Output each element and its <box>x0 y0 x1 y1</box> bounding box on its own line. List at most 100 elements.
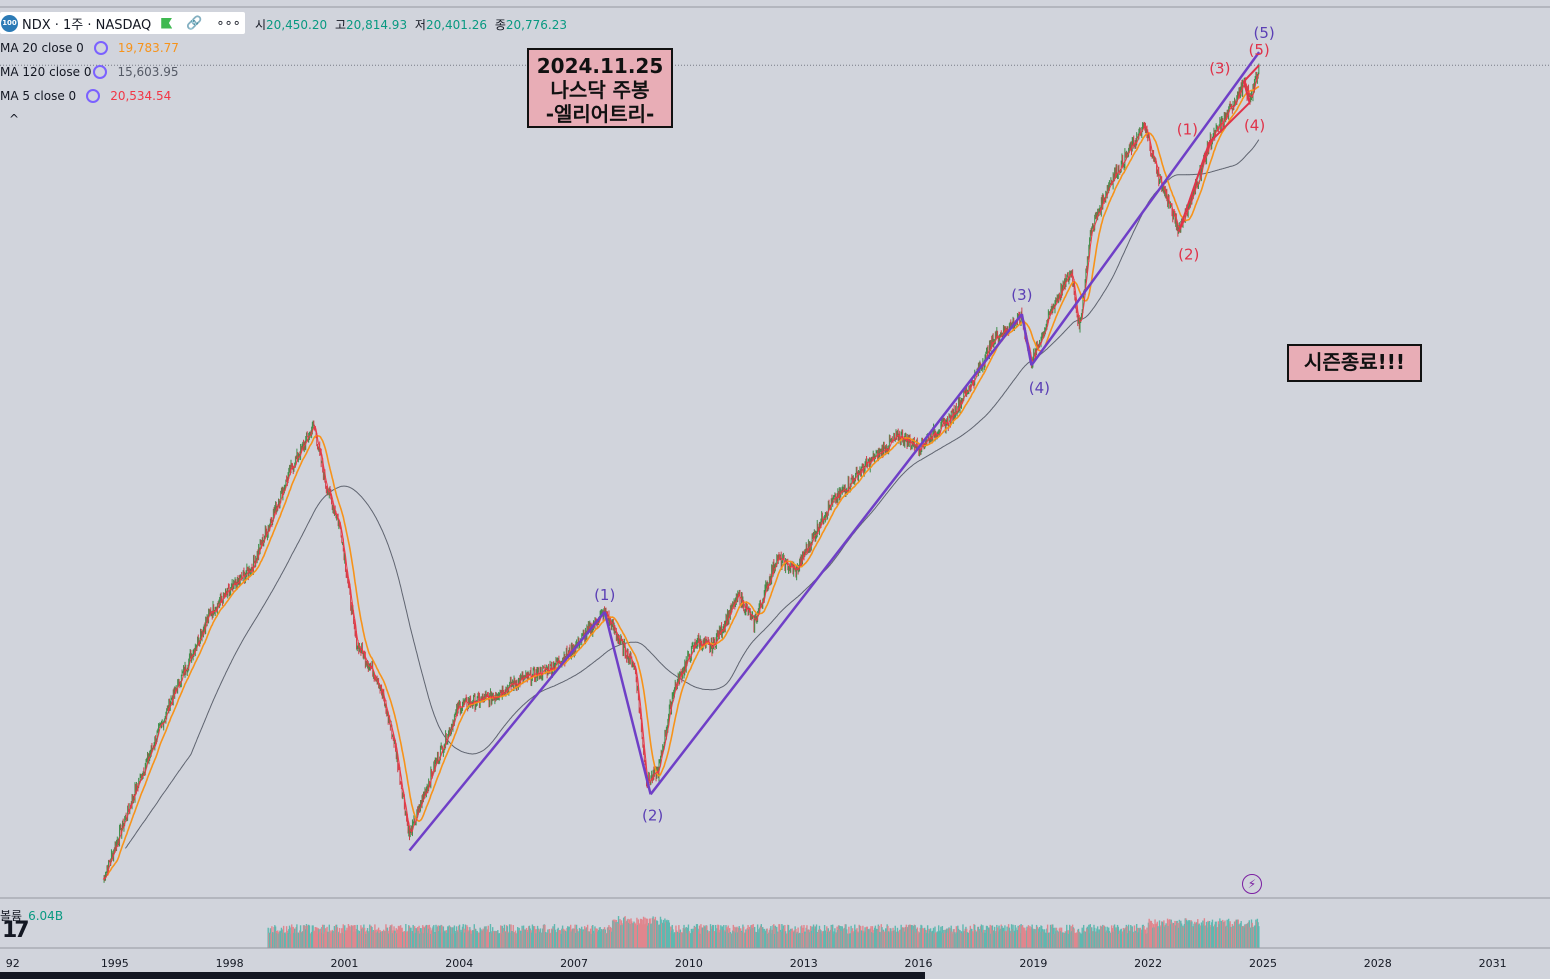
volume-bar <box>627 918 629 948</box>
volume-bar <box>1015 931 1018 948</box>
volume-bar <box>815 926 817 948</box>
indicator-value: 15,603.95 <box>117 65 179 79</box>
volume-bar <box>897 933 899 948</box>
volume-bar <box>1028 927 1030 948</box>
volume-bar <box>937 925 940 948</box>
volume-bar <box>436 926 439 948</box>
volume-bar <box>880 924 882 948</box>
indicator-ma20[interactable]: MA 20 close 0 19,783.77 <box>0 41 179 55</box>
volume-bar <box>313 931 316 948</box>
annotation-season-end[interactable]: 시즌종료!!! <box>1287 344 1422 382</box>
link-icon[interactable]: 🔗 <box>186 15 203 31</box>
volume-bar <box>456 930 459 948</box>
high-label: 고 <box>334 18 346 32</box>
volume-bar <box>1072 927 1075 948</box>
volume-bar <box>355 928 358 948</box>
volume-bar <box>295 927 297 948</box>
volume-bar <box>638 924 640 948</box>
lightning-icon[interactable]: ⚡ <box>1242 874 1262 894</box>
volume-bar <box>730 933 732 948</box>
volume-bar <box>1119 930 1121 948</box>
volume-bar <box>731 933 733 948</box>
volume-bar <box>910 925 913 948</box>
indicator-ma120[interactable]: MA 120 close 0 15,603.95 <box>0 65 179 79</box>
volume-bar <box>422 933 425 948</box>
refresh-icon[interactable] <box>93 41 108 55</box>
volume-bar <box>283 932 286 948</box>
indicator-ma5[interactable]: MA 5 close 0 20,534.54 <box>0 89 171 103</box>
volume-bar <box>1014 925 1016 948</box>
volume-bar <box>884 928 887 948</box>
volume-bar <box>1079 932 1081 948</box>
volume-bar <box>1048 932 1050 948</box>
annotation-title-box[interactable]: 2024.11.25 나스닥 주봉 -엘리어트리- <box>527 48 673 128</box>
volume-bar <box>1257 922 1259 948</box>
refresh-icon[interactable] <box>86 89 101 103</box>
symbol-legend[interactable]: 100 NDX · 1주 · NASDAQ 🔗 ∘∘∘ <box>0 12 245 34</box>
volume-bar <box>1227 927 1229 948</box>
flag-icon[interactable] <box>161 17 173 29</box>
volume-bar <box>753 926 756 948</box>
volume-bar <box>328 924 330 948</box>
volume-bar <box>734 932 737 948</box>
volume-bar <box>402 932 404 948</box>
volume-bar <box>563 930 565 948</box>
volume-bar <box>1237 919 1239 948</box>
volume-bar <box>311 925 314 948</box>
volume-bar <box>692 928 694 948</box>
volume-bar <box>291 930 294 948</box>
volume-bar <box>797 927 799 948</box>
volume-bar <box>703 926 706 948</box>
volume-bar <box>278 932 280 948</box>
volume-bar <box>768 930 771 948</box>
volume-bar <box>411 931 414 948</box>
symbol-title[interactable]: NDX · 1주 · NASDAQ <box>22 17 152 33</box>
collapse-indicators-button[interactable]: ^ <box>9 112 20 126</box>
volume-bar <box>474 928 476 948</box>
volume-bar <box>1091 931 1094 948</box>
volume-bar <box>637 919 640 948</box>
volume-bar <box>790 928 792 948</box>
volume-bar <box>318 929 320 948</box>
volume-bar <box>466 926 469 948</box>
volume-bar <box>1229 921 1231 948</box>
volume-bar <box>464 924 467 948</box>
volume-bar <box>391 933 394 948</box>
volume-bar <box>949 931 952 948</box>
volume-bar <box>1241 926 1244 948</box>
volume-bar <box>919 927 921 948</box>
more-icon[interactable]: ∘∘∘ <box>216 15 241 31</box>
volume-bar <box>398 927 400 948</box>
volume-bar <box>438 925 441 948</box>
volume-bar <box>1253 925 1256 948</box>
volume-bar <box>1196 921 1198 948</box>
volume-bar <box>289 933 291 948</box>
volume-bar <box>406 931 408 948</box>
volume-bar <box>515 933 517 948</box>
volume-bar <box>452 927 454 948</box>
volume-bar <box>602 929 604 948</box>
volume-bar <box>584 929 587 948</box>
volume-bar <box>321 924 324 948</box>
volume-bar <box>921 928 924 948</box>
volume-bar <box>1107 932 1109 948</box>
volume-bar <box>280 927 283 948</box>
volume-bar <box>1168 919 1170 948</box>
volume-bar <box>787 925 790 948</box>
volume-bar <box>854 924 856 948</box>
volume-bar <box>354 925 356 948</box>
refresh-icon[interactable] <box>93 65 108 79</box>
x-tick-label: 1998 <box>216 957 244 970</box>
wave-segment <box>1020 313 1033 366</box>
volume-bar <box>611 931 613 948</box>
volume-bar <box>988 929 991 948</box>
volume-bar <box>1147 922 1150 948</box>
volume-bar <box>360 925 362 948</box>
volume-bar <box>353 925 356 948</box>
volume-bar <box>472 931 475 948</box>
x-tick-label: 2013 <box>790 957 818 970</box>
volume-bar <box>976 926 979 948</box>
volume-bar <box>298 933 300 948</box>
volume-bar <box>985 925 988 948</box>
